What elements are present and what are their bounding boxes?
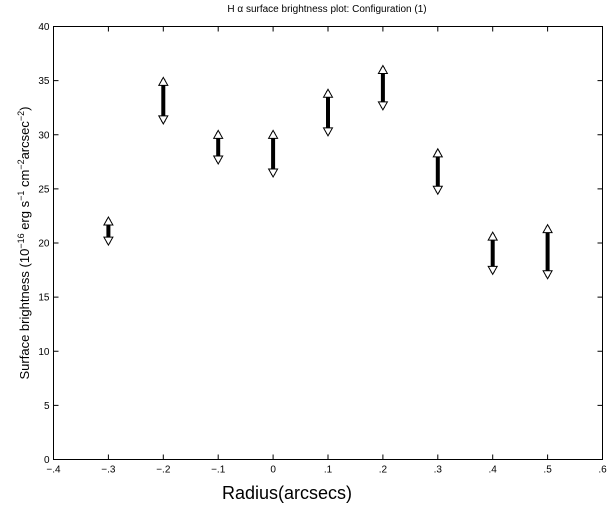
x-tick-label: .1 <box>324 465 333 476</box>
x-tick-label: −.2 <box>156 465 171 476</box>
lower-triangle-marker <box>212 155 224 165</box>
x-tick-label: .4 <box>489 465 498 476</box>
y-tick-label: 25 <box>38 184 50 195</box>
y-tick-label: 40 <box>38 22 50 33</box>
y-tick-label: 35 <box>38 76 50 87</box>
lower-triangle-marker <box>157 115 169 125</box>
y-tick-label: 0 <box>44 455 50 466</box>
upper-triangle-marker <box>377 64 389 74</box>
x-tick-label: .3 <box>434 465 443 476</box>
upper-triangle-marker <box>212 129 224 139</box>
x-tick-label: 0 <box>270 465 276 476</box>
y-label-exp2: −1 <box>16 191 26 201</box>
lower-triangle-marker <box>103 236 114 247</box>
upper-triangle-marker <box>157 76 169 86</box>
y-label-prefix: Surface brightness (10 <box>17 249 32 380</box>
y-label-mid3: arcsec <box>17 121 32 160</box>
x-axis-label: Radius(arcsecs) <box>222 483 352 503</box>
x-tick-label: .2 <box>379 465 388 476</box>
x-tick-label: −.1 <box>211 465 226 476</box>
x-tick-label: .5 <box>543 465 552 476</box>
y-tick-label: 10 <box>38 347 50 358</box>
y-label-exp3: −2 <box>16 159 26 169</box>
y-label-mid2: cm <box>17 170 32 191</box>
upper-triangle-marker <box>542 223 553 234</box>
error-bars <box>103 64 553 280</box>
upper-triangle-marker <box>487 231 499 241</box>
upper-triangle-marker <box>432 147 444 158</box>
x-tick-label: −.4 <box>46 465 61 476</box>
lower-triangle-marker <box>542 270 553 280</box>
x-axis-ticks: −.4 −.3 −.2 −.1 0 .1 .2 .3 .4 .5 .6 <box>46 26 607 476</box>
y-tick-label: 5 <box>44 401 50 412</box>
y-label-exp4: −2 <box>16 111 26 121</box>
y-label-mid1: erg s <box>17 200 32 233</box>
lower-triangle-marker <box>487 265 499 276</box>
upper-triangle-marker <box>103 216 114 226</box>
upper-triangle-marker <box>267 129 279 139</box>
lower-triangle-marker <box>322 127 334 137</box>
y-tick-label: 20 <box>38 239 50 250</box>
y-axis-label: Surface brightness (10−16 erg s−1 cm−2ar… <box>16 107 32 380</box>
x-tick-label: .6 <box>598 465 607 476</box>
lower-triangle-marker <box>267 168 279 178</box>
y-tick-label: 15 <box>38 293 50 304</box>
y-label-suffix: ) <box>17 107 32 111</box>
y-axis-ticks: 0 5 10 15 20 25 30 35 40 <box>38 22 603 466</box>
x-tick-label: −.3 <box>101 465 116 476</box>
y-label-exp1: −16 <box>16 233 26 248</box>
lower-triangle-marker <box>377 101 389 111</box>
chart-title: H α surface brightness plot: Configurati… <box>227 4 426 15</box>
lower-triangle-marker <box>432 185 444 196</box>
upper-triangle-marker <box>322 88 334 98</box>
y-tick-label: 30 <box>38 130 50 141</box>
